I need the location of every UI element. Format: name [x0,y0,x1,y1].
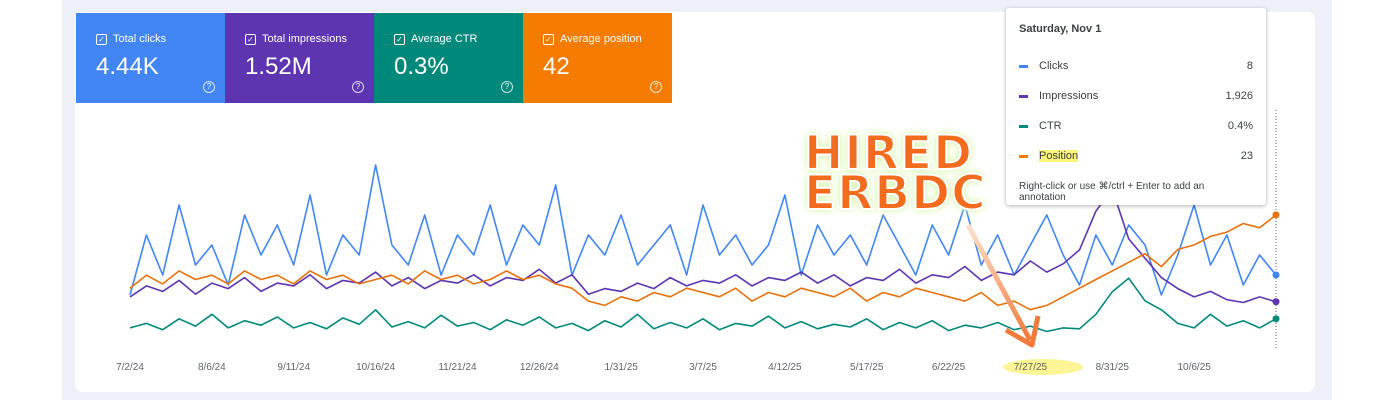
x-tick-label: 5/17/25 [850,362,884,373]
series-line [129,277,1277,333]
x-tick-label: 10/16/24 [356,362,395,373]
x-tick-label: 3/7/25 [689,362,717,373]
hover-dot [1272,211,1280,219]
highlight [1003,359,1083,375]
metric-tiles: ✓ Total clicks 4.44K? ✓ Total impressions 1.5… [76,13,672,103]
arrow [965,223,1033,342]
tooltip-label-text: Position [1039,150,1079,162]
x-tick-label: 10/6/25 [1177,362,1211,373]
legend-swatch [1019,64,1028,68]
help-icon: ? [501,81,513,93]
tooltip-label: Impressions [1039,90,1225,102]
legend-swatch [1019,124,1028,128]
metric-label-row: ✓ Average CTR [394,33,523,45]
tooltip-value: 8 [1246,60,1253,72]
annotation-line: HIRED [803,126,974,181]
tooltip-row: CTR 0.4% [1019,111,1253,141]
x-tick-label: 12/26/24 [520,362,559,373]
metric-label-row: ✓ Total clicks [96,33,225,45]
x-tick-label: 7/27/25 [1014,362,1048,373]
tooltip-hint: Right-click or use ⌘/ctrl + Enter to add… [1019,181,1205,203]
x-tick-label: 1/31/25 [604,362,638,373]
tooltip-row: Impressions 1,926 [1019,81,1253,111]
hover-dot [1272,271,1280,279]
metric-tile[interactable]: ✓ Total impressions 1.52M? [225,13,374,103]
metric-label-row: ✓ Total impressions [245,33,374,45]
hover-dot [1272,315,1280,323]
metric-value: 4.44K [96,53,159,80]
x-tick-label: 9/11/24 [277,362,310,373]
arrow-head [1004,315,1041,348]
checkbox: ✓ [245,33,256,45]
x-tick-label: 8/31/25 [1096,362,1130,373]
metric-label: Average CTR [411,33,478,45]
tooltip-label-text: CTR [1039,120,1062,132]
metric-label-row: ✓ Average position [543,33,672,45]
tooltip-value: 1,926 [1225,90,1253,102]
help-icon: ? [203,81,215,93]
x-tick-label: 8/6/24 [198,362,226,373]
series-line [129,214,1277,311]
tooltip-value: 0.4% [1227,120,1253,132]
checkbox: ✓ [543,33,554,45]
metric-value: 42 [543,53,570,80]
tooltip-label: CTR [1039,120,1228,132]
series-line [129,164,1277,296]
metric-tile[interactable]: ✓ Average position 42? [523,13,672,103]
x-tick-label: 11/21/24 [438,362,477,373]
x-tick-label: 4/12/25 [768,362,802,373]
metric-value: 1.52M [245,53,312,80]
checkbox: ✓ [96,33,107,45]
metric-tile[interactable]: ✓ Total clicks 4.44K? [76,13,225,103]
tooltip-label: Clicks [1039,60,1247,72]
x-tick-label: 6/22/25 [932,362,966,373]
tooltip-label-text: Clicks [1039,60,1069,72]
legend-swatch [1019,154,1028,158]
tooltip-row: Clicks 8 [1019,51,1253,81]
help-icon: ? [352,81,364,93]
tooltip-row: Position 23 [1019,141,1253,171]
series-line [129,188,1277,304]
tooltip-date: Saturday, Nov 1 [1019,23,1102,35]
tooltip-label-text: Impressions [1039,90,1099,102]
metric-value: 0.3% [394,53,449,80]
legend-swatch [1019,94,1028,98]
annotation-line: ERBDC [803,166,987,221]
help-icon: ? [650,81,662,93]
x-tick-label: 7/2/24 [116,362,144,373]
hover-dot [1272,298,1280,306]
tooltip: Saturday, Nov 1 Clicks 8 Impressions 1,926 C… [1006,8,1266,205]
metric-label: Total impressions [262,33,347,45]
annotation: HIRED ERBDC [803,126,987,221]
metric-label: Average position [560,33,642,45]
checkbox: ✓ [394,33,405,45]
tooltip-label: Position [1039,150,1241,162]
tooltip-value: 23 [1240,150,1253,162]
metric-tile[interactable]: ✓ Average CTR 0.3%? [374,13,523,103]
metric-label: Total clicks [113,33,167,45]
